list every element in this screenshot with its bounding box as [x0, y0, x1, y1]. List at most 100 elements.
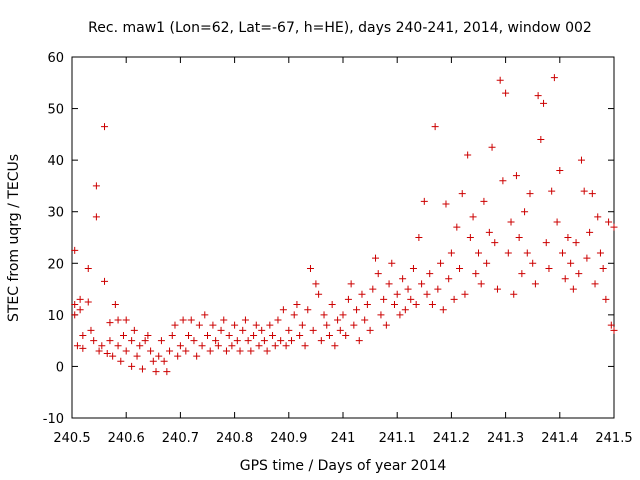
- data-point: [363, 301, 371, 309]
- x-axis-title: GPS time / Days of year 2014: [240, 458, 447, 474]
- data-point: [464, 151, 472, 159]
- data-point: [201, 311, 209, 319]
- data-point: [445, 275, 453, 283]
- data-point: [580, 187, 588, 195]
- data-point: [141, 337, 149, 345]
- data-point: [390, 301, 398, 309]
- data-point: [418, 280, 426, 288]
- y-tick-label: 40: [47, 154, 64, 169]
- data-point: [461, 290, 469, 298]
- data-point: [483, 259, 491, 267]
- data-point: [399, 275, 407, 283]
- data-point: [564, 234, 572, 241]
- x-tick-label: 241: [331, 431, 356, 446]
- y-tick-label: 0: [56, 360, 64, 375]
- data-point: [168, 331, 176, 339]
- data-point: [239, 326, 247, 334]
- data-point: [293, 301, 301, 309]
- data-point: [279, 306, 287, 314]
- data-point: [163, 368, 171, 376]
- data-point: [76, 306, 84, 314]
- data-point: [244, 337, 252, 345]
- data-point: [258, 326, 266, 334]
- data-point: [233, 337, 241, 345]
- data-point: [610, 223, 618, 231]
- data-point: [231, 321, 239, 329]
- data-point: [166, 347, 174, 355]
- data-point: [447, 249, 455, 257]
- chart-title: Rec. maw1 (Lon=62, Lat=-67, h=HE), days …: [88, 20, 592, 36]
- data-point: [182, 347, 190, 355]
- x-tick-label: 241.3: [487, 431, 524, 446]
- data-point: [79, 344, 87, 352]
- y-tick-label: 30: [47, 206, 64, 221]
- data-point: [491, 239, 499, 247]
- data-point: [526, 190, 534, 198]
- x-tick-label: 240.6: [108, 431, 145, 446]
- data-point: [347, 280, 355, 288]
- data-point: [114, 316, 122, 324]
- data-point: [385, 280, 393, 288]
- data-point: [515, 234, 523, 241]
- data-point: [404, 285, 412, 293]
- x-tick-label: 241.1: [379, 431, 416, 446]
- data-point: [366, 326, 374, 334]
- data-point: [315, 290, 323, 298]
- data-point: [130, 326, 138, 334]
- data-point: [466, 234, 474, 241]
- data-point: [274, 316, 282, 324]
- data-point: [136, 342, 144, 350]
- x-tick-label: 240.9: [270, 431, 307, 446]
- data-point: [588, 190, 596, 198]
- data-point: [407, 295, 415, 303]
- data-point: [426, 270, 434, 278]
- data-point: [518, 270, 526, 278]
- data-point: [342, 331, 350, 339]
- data-point: [339, 311, 347, 319]
- data-point: [412, 301, 420, 309]
- data-point: [204, 331, 211, 339]
- data-point: [434, 285, 442, 293]
- data-point: [350, 321, 358, 329]
- x-tick-label: 241.5: [595, 431, 632, 446]
- data-point: [312, 280, 320, 288]
- data-point: [101, 123, 109, 131]
- data-point: [458, 190, 466, 198]
- data-point: [187, 316, 195, 324]
- y-tick-label: -10: [43, 412, 64, 427]
- data-point: [512, 172, 520, 180]
- data-point: [550, 74, 558, 82]
- data-point: [290, 311, 298, 319]
- data-point: [263, 347, 271, 355]
- data-point: [577, 156, 585, 164]
- data-point: [605, 218, 613, 226]
- data-point: [217, 326, 225, 334]
- data-point: [266, 321, 274, 329]
- data-point: [209, 321, 217, 329]
- data-point: [288, 337, 296, 345]
- data-point: [504, 249, 512, 257]
- data-point: [71, 246, 79, 254]
- data-point: [336, 326, 344, 334]
- y-tick-label: 20: [47, 257, 64, 272]
- data-point: [599, 264, 607, 272]
- data-point: [396, 311, 404, 319]
- data-point: [586, 228, 594, 236]
- data-point: [122, 316, 130, 324]
- data-point: [282, 342, 290, 350]
- data-point: [529, 259, 537, 267]
- data-point: [298, 321, 306, 329]
- data-point: [90, 337, 98, 345]
- data-point: [250, 331, 258, 339]
- data-point: [355, 337, 363, 345]
- y-axis: -10 0 10 20 30 40 50 60: [43, 51, 614, 427]
- data-point: [456, 264, 464, 272]
- data-point: [382, 321, 390, 329]
- data-point: [195, 321, 203, 329]
- data-point: [206, 347, 214, 355]
- data-point: [472, 270, 480, 278]
- data-point: [260, 337, 268, 345]
- x-tick-label: 240.8: [216, 431, 253, 446]
- data-point: [228, 342, 236, 350]
